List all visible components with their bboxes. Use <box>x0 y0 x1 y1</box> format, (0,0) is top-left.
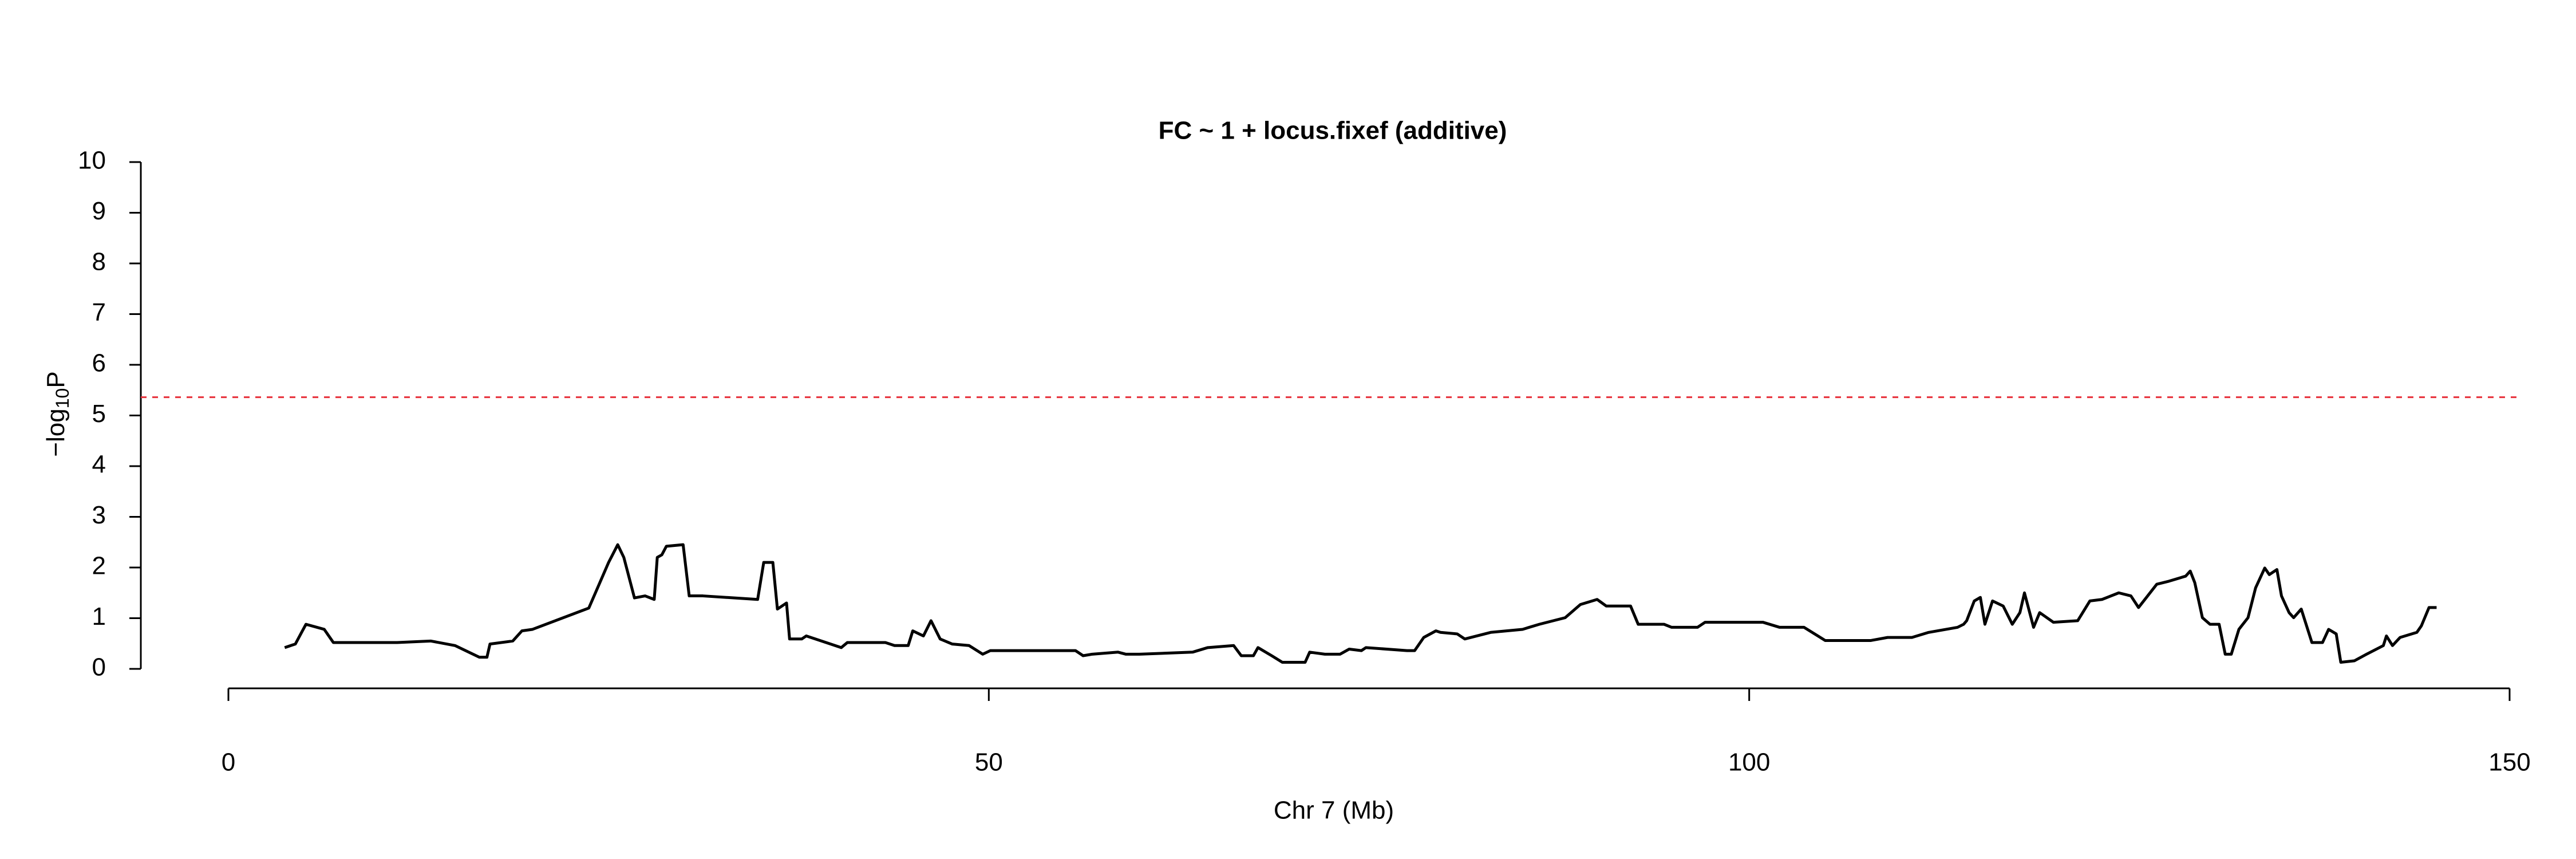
y-tick-label: 8 <box>92 248 106 276</box>
x-tick-label: 100 <box>1728 748 1770 777</box>
y-tick-label: 9 <box>92 197 106 225</box>
y-tick-label: 5 <box>92 400 106 428</box>
x-tick-label: 150 <box>2488 748 2530 777</box>
y-tick-label: 2 <box>92 552 106 580</box>
x-axis-label: Chr 7 (Mb) <box>1274 797 1394 825</box>
y-tick-label: 10 <box>78 147 106 175</box>
y-tick-label: 7 <box>92 298 106 326</box>
x-tick-label: 0 <box>222 748 235 777</box>
y-tick-label: 3 <box>92 501 106 529</box>
chart-title: FC ~ 1 + locus.fixef (additive) <box>1159 117 1507 145</box>
y-label-prefix: −log <box>42 408 70 456</box>
y-tick-label: 0 <box>92 653 106 681</box>
y-tick-label: 1 <box>92 602 106 631</box>
y-label-subscript: 10 <box>52 388 73 409</box>
x-tick-label: 50 <box>975 748 1003 777</box>
y-axis-label: −log10P <box>42 371 73 456</box>
y-tick-label: 4 <box>92 451 106 479</box>
y-tick-label: 6 <box>92 349 106 377</box>
data-line <box>284 543 2437 664</box>
y-label-suffix: P <box>42 371 70 388</box>
